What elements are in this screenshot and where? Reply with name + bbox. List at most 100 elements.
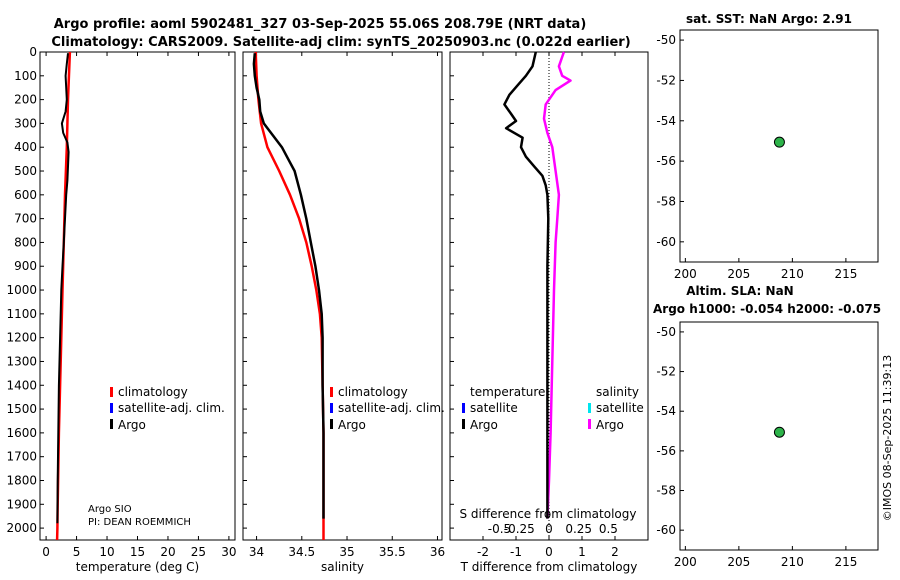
legend-climatology-label: climatology [338, 385, 408, 399]
legend-satellite-adj-label: satellite-adj. clim. [118, 401, 225, 415]
sla_map-ytick-label: -52 [656, 365, 676, 379]
sst_map-float-marker [773, 136, 785, 148]
legend-satellite-adj-label: satellite-adj. clim. [338, 401, 445, 415]
salinity-xtick-label: 35 [339, 545, 354, 559]
sst_map-ytick-label: -56 [656, 154, 676, 168]
temperature-climatology-line [55, 51, 72, 541]
legend-satellite-adj-swatch [110, 403, 113, 413]
sst_map-axes-frame [679, 29, 879, 263]
salinity-axes-frame [242, 51, 443, 541]
temperature-xtick-label: 15 [130, 545, 145, 559]
legend-argo-s-swatch [588, 419, 591, 429]
sst-map-panel: -50 -52 -54 -56 -58 -60 200 205 210 215 [656, 29, 879, 281]
legend-argo-s-label: Argo [596, 418, 624, 432]
legend-argo-t-label: Argo [470, 418, 498, 432]
salinity-panel: 34 34.5 35 35.5 36 salinity [242, 51, 445, 574]
temperature-xtick-label: 0 [42, 545, 50, 559]
depth-tick-label: 700 [14, 212, 37, 226]
temperature-axes-frame [39, 51, 236, 541]
s-difference-tick-label: -0.5 [488, 522, 511, 536]
legend-climatology-swatch [110, 387, 113, 397]
salinity-xtick-label: 34.5 [288, 545, 315, 559]
salinity-xtick-label: 35.5 [379, 545, 406, 559]
figure-title-line1: Argo profile: aoml 5902481_327 03-Sep-20… [54, 17, 587, 32]
salinity-xtick-label: 34 [249, 545, 264, 559]
legend-salinity-heading: salinity [596, 385, 639, 399]
sst_map-xtick-label: 210 [781, 267, 804, 281]
temperature-legend: climatology satellite-adj. clim. Argo [110, 385, 225, 432]
depth-tick-label: 400 [14, 140, 37, 154]
legend-argo-label: Argo [338, 418, 366, 432]
legend-climatology-swatch [330, 387, 333, 397]
s-difference-axis-label: S difference from climatology [460, 507, 637, 521]
legend-satellite-s-label: satellite [596, 401, 644, 415]
legend-climatology-label: climatology [118, 385, 188, 399]
depth-tick-label: 900 [14, 259, 37, 273]
sla_map-ytick-label: -58 [656, 484, 676, 498]
depth-tick-label: 600 [14, 188, 37, 202]
legend-satellite-s-swatch [588, 403, 591, 413]
depth-tick-label: 1800 [6, 473, 37, 487]
depth-tick-label: 1300 [6, 354, 37, 368]
temperature-argo-line [56, 53, 70, 524]
sla_map-xtick-label: 215 [834, 555, 857, 569]
sst_map-ytick-label: -60 [656, 235, 676, 249]
depth-tick-label: 200 [14, 93, 37, 107]
difference-panel: -2 -1 0 1 2T difference from climatology -0.5… [449, 51, 649, 574]
temperature-xtick-label: 20 [160, 545, 175, 559]
sst_map-xtick-label: 215 [834, 267, 857, 281]
sst_map-ytick-label: -52 [656, 73, 676, 87]
s-difference-tick-label: 0.25 [565, 522, 592, 536]
sst-map-title: sat. SST: NaN Argo: 2.91 [686, 12, 852, 26]
sla_map-ytick-label: -56 [656, 444, 676, 458]
depth-tick-label: 0 [29, 45, 37, 59]
difference-xtick-label: 0 [545, 545, 553, 559]
depth-tick-label: 1500 [6, 402, 37, 416]
sla_map-ytick-label: -54 [656, 404, 676, 418]
sla-map-panel: -50 -52 -54 -56 -58 -60 200 205 210 215 [656, 321, 879, 569]
copyright-label: ©IMOS 08-Sep-2025 11:39:13 [881, 355, 894, 521]
legend-argo-swatch [330, 419, 333, 429]
sla_map-axes-frame [679, 321, 879, 551]
pi-label: PI: DEAN ROEMMICH [88, 517, 191, 528]
sla_map-xtick-label: 205 [727, 555, 750, 569]
sla_map-xtick-label: 210 [781, 555, 804, 569]
depth-tick-label: 1400 [6, 378, 37, 392]
sla-map-title-line1: Altim. SLA: NaN [686, 284, 793, 298]
legend-satellite-t-swatch [462, 403, 465, 413]
legend-argo-swatch [110, 419, 113, 429]
temperature-panel: 0100200300400500600700800900100011001200… [6, 45, 236, 574]
difference-xtick-label: -1 [510, 545, 522, 559]
temperature-xtick-label: 25 [191, 545, 206, 559]
figure-title-line2: Climatology: CARS2009. Satellite-adj cli… [51, 35, 630, 50]
temperature-xtick-label: 10 [99, 545, 114, 559]
difference-xtick-label: 1 [578, 545, 586, 559]
salinity-argo-line [252, 53, 325, 519]
temperature-xlabel: temperature (deg C) [76, 560, 199, 574]
salinity-xlabel: salinity [321, 560, 364, 574]
legend-satellite-t-label: satellite [470, 401, 518, 415]
difference-xlabel: T difference from climatology [460, 560, 638, 574]
temperature-difference-line [503, 51, 550, 519]
sla_map-float-marker [773, 426, 785, 438]
depth-tick-label: 1900 [6, 497, 37, 511]
difference-legend: temperature satellite Argo salinity sate… [462, 385, 644, 432]
depth-tick-label: 100 [14, 69, 37, 83]
depth-tick-label: 1700 [6, 450, 37, 464]
depth-tick-label: 1200 [6, 331, 37, 345]
salinity-legend: climatology satellite-adj. clim. Argo [330, 385, 445, 432]
depth-tick-label: 1100 [6, 307, 37, 321]
sst_map-ytick-label: -54 [656, 114, 676, 128]
depth-tick-label: 2000 [6, 521, 37, 535]
argo-institution-label: Argo SIO [88, 504, 132, 515]
depth-tick-label: 300 [14, 116, 37, 130]
sst_map-ytick-label: -50 [656, 33, 676, 47]
sst_map-xtick-label: 205 [727, 267, 750, 281]
sst_map-ytick-label: -58 [656, 194, 676, 208]
legend-satellite-adj-swatch [330, 403, 333, 413]
depth-tick-label: 1000 [6, 283, 37, 297]
legend-temperature-heading: temperature [470, 385, 545, 399]
salinity-difference-line [542, 51, 572, 519]
legend-argo-t-swatch [462, 419, 465, 429]
